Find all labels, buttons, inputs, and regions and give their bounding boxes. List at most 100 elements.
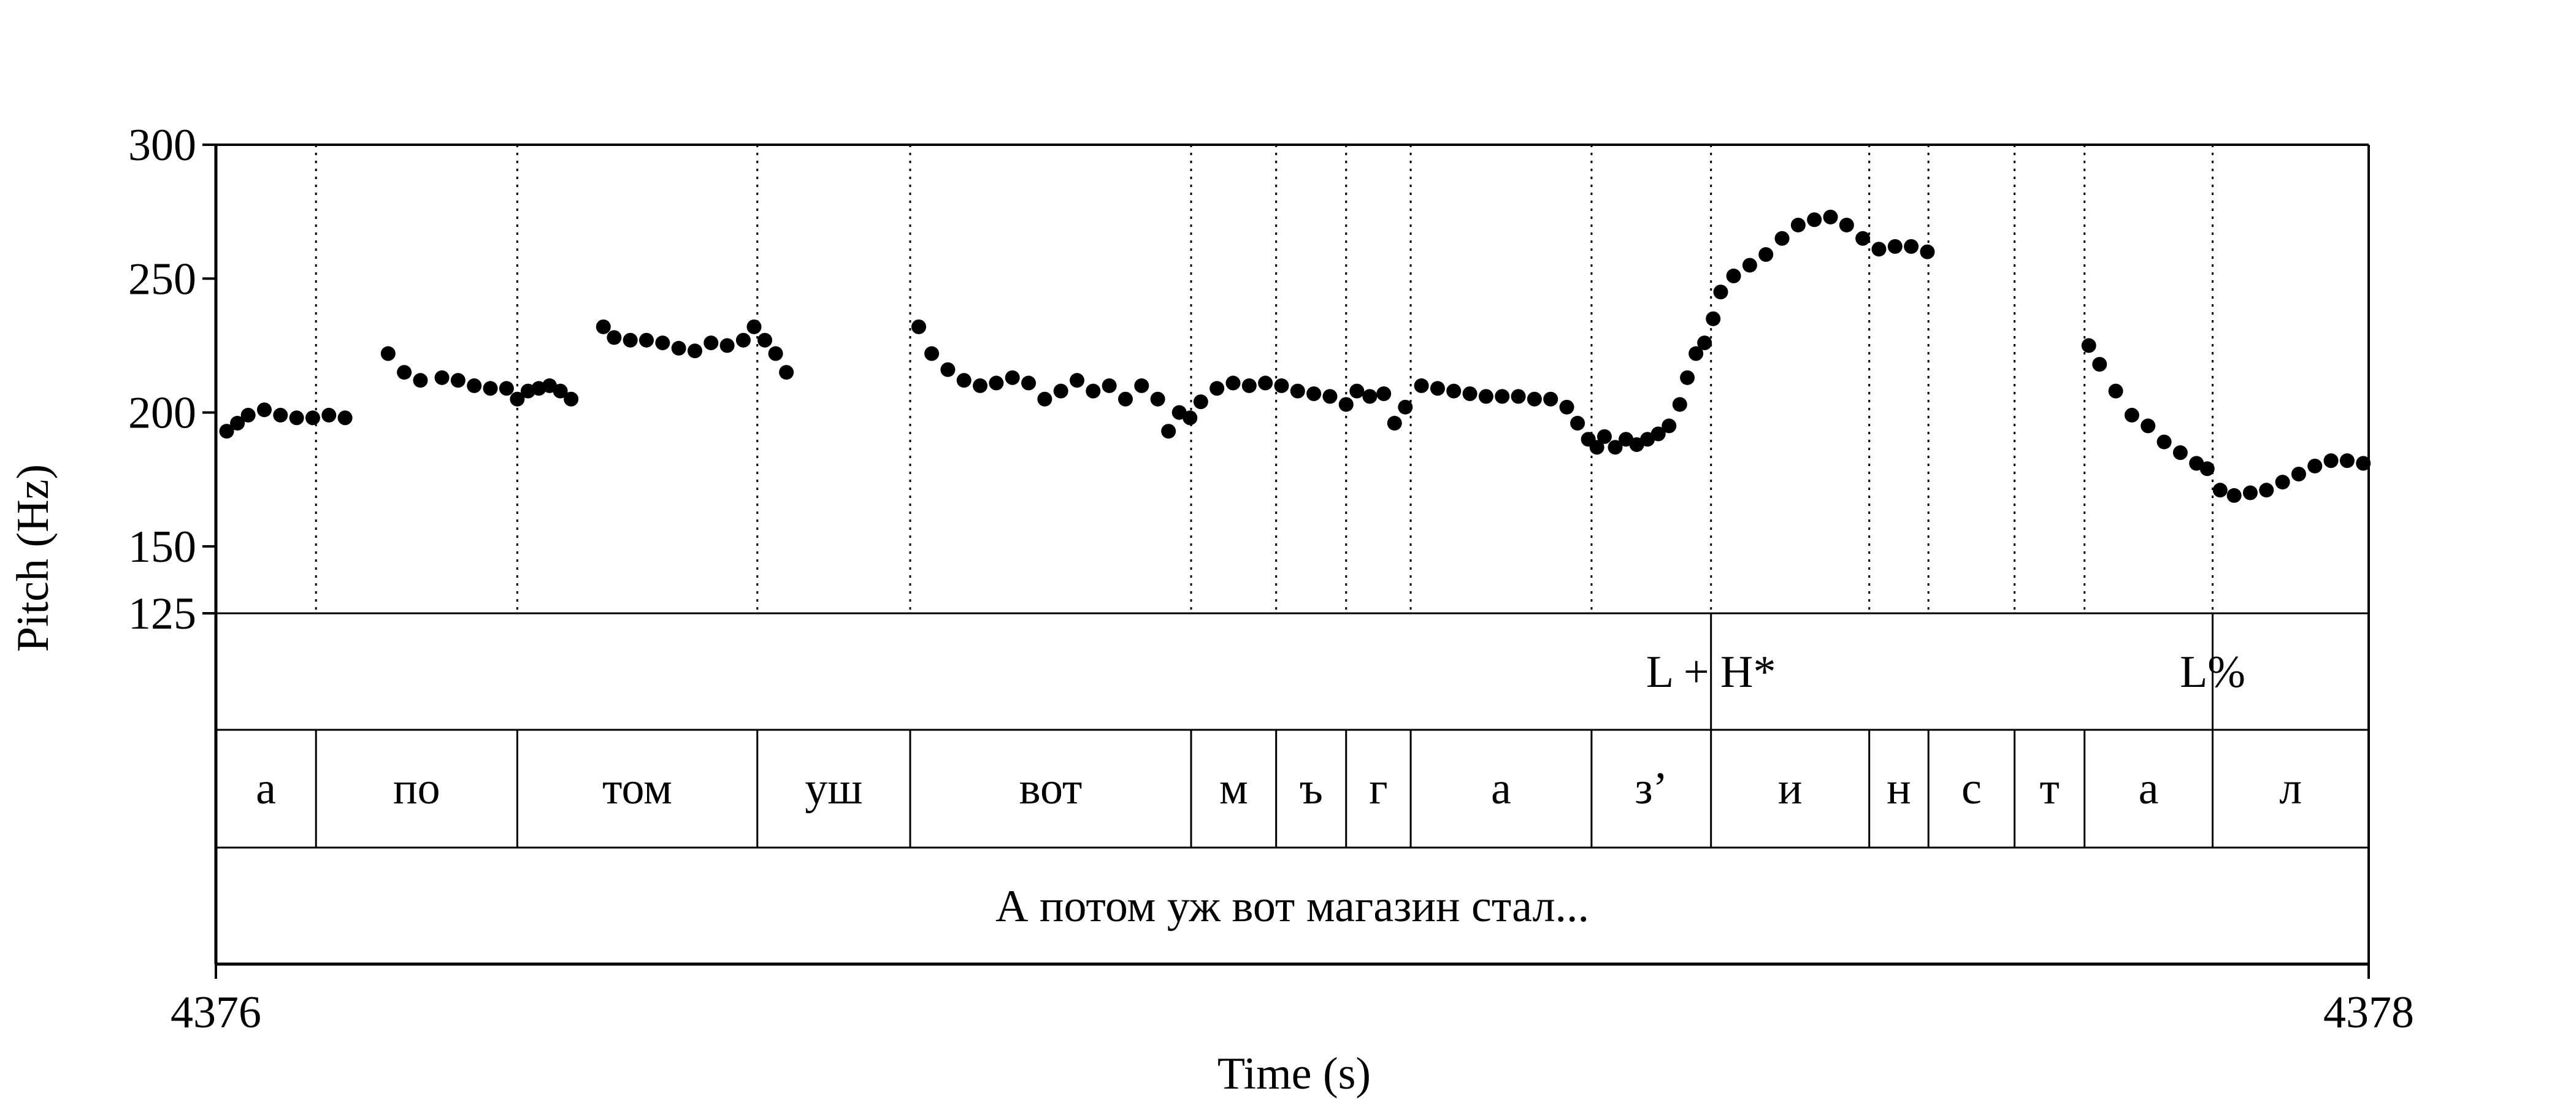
pitch-point xyxy=(1742,258,1757,273)
pitch-point xyxy=(380,346,396,361)
pitch-point xyxy=(1193,394,1208,410)
y-tick-label: 125 xyxy=(128,589,196,639)
pitch-point xyxy=(1362,389,1378,404)
pitch-point xyxy=(1672,397,1687,412)
pitch-point xyxy=(2108,383,2123,399)
pitch-point xyxy=(499,381,514,396)
pitch-point xyxy=(1570,416,1585,431)
segment-label: з’ xyxy=(1635,764,1668,814)
pitch-point xyxy=(924,346,940,361)
pitch-point xyxy=(273,407,288,423)
pitch-point xyxy=(1887,239,1903,254)
pitch-point xyxy=(2081,338,2096,353)
pitch-point xyxy=(2124,407,2139,423)
pitch-point xyxy=(1021,375,1037,391)
pitch-point xyxy=(434,370,450,385)
pitch-point xyxy=(687,343,702,359)
pitch-point xyxy=(1807,212,1822,228)
pitch-point xyxy=(2339,453,2355,469)
pitch-point xyxy=(746,319,762,334)
utterance-label: А потом уж вот магазин стал... xyxy=(995,881,1589,932)
pitch-point xyxy=(911,319,927,334)
pitch-point xyxy=(337,410,353,426)
pitch-point xyxy=(1398,399,1413,415)
pitch-point xyxy=(1446,383,1462,399)
pitch-point xyxy=(1774,231,1790,246)
segment-label: г xyxy=(1369,764,1387,814)
pitch-point xyxy=(1689,346,1704,361)
pitch-point xyxy=(1608,440,1623,455)
pitch-point xyxy=(2199,461,2215,477)
pitch-point xyxy=(1150,391,1165,407)
pitch-point xyxy=(1823,209,1838,224)
pitch-point xyxy=(768,346,783,361)
pitch-point xyxy=(1758,247,1774,262)
y-tick-label: 250 xyxy=(128,254,196,304)
pitch-point xyxy=(2212,483,2228,498)
pitch-point xyxy=(1662,418,1677,434)
pitch-point xyxy=(2323,453,2339,469)
pitch-point xyxy=(553,383,568,399)
pitch-point xyxy=(1839,217,1854,232)
y-tick-label: 200 xyxy=(128,388,196,439)
pitch-point xyxy=(1037,391,1052,407)
y-tick-label: 300 xyxy=(128,120,196,170)
pitch-point xyxy=(564,391,579,407)
segment-label: а xyxy=(256,764,276,814)
pitch-point xyxy=(1376,386,1392,402)
pitch-point xyxy=(230,416,245,431)
tone-label: L% xyxy=(2180,647,2245,697)
x-axis-label: Time (s) xyxy=(1217,1049,1371,1099)
pitch-point xyxy=(510,391,525,407)
pitch-point xyxy=(956,373,972,388)
y-tick-label: 150 xyxy=(128,522,196,572)
segment-label: по xyxy=(393,764,440,814)
pitch-point xyxy=(2141,418,2156,434)
pitch-point xyxy=(623,332,638,348)
segment-label: т xyxy=(2039,764,2059,814)
pitch-point xyxy=(1086,383,1101,399)
pitch-point xyxy=(2275,475,2290,490)
pitch-point xyxy=(1258,375,1273,391)
segment-label: а xyxy=(2139,764,2159,814)
pitch-point xyxy=(1225,375,1241,391)
pitch-point xyxy=(1306,386,1322,402)
pitch-point xyxy=(1322,389,1338,404)
pitch-point xyxy=(2172,445,2188,461)
pitch-point xyxy=(1241,378,1257,393)
pitch-point xyxy=(973,378,988,393)
pitch-point xyxy=(397,365,412,380)
pitch-point xyxy=(1855,231,1871,246)
segment-label: л xyxy=(2279,764,2302,814)
pitch-point xyxy=(735,332,751,348)
x-tick-label: 4376 xyxy=(171,987,261,1038)
pitch-point xyxy=(1871,242,1887,257)
pitch-point xyxy=(467,378,482,393)
pitch-point xyxy=(1726,268,1741,283)
pitch-point xyxy=(1706,311,1721,326)
pitch-point xyxy=(1290,383,1305,399)
pitch-point xyxy=(450,373,466,388)
pitch-point xyxy=(639,332,654,348)
pitch-point xyxy=(940,362,956,377)
segment-label: м xyxy=(1219,764,1248,814)
pitch-point xyxy=(2092,356,2107,372)
pitch-point xyxy=(607,330,622,345)
pitch-point xyxy=(305,410,320,426)
pitch-point xyxy=(1680,370,1695,385)
pitch-point xyxy=(2356,456,2371,471)
pitch-point xyxy=(1713,285,1728,300)
axes: 300 250 200 150 125 4376 4378 xyxy=(128,120,2414,1038)
pitch-point xyxy=(2259,483,2274,498)
pitch-point xyxy=(1589,440,1604,455)
pitch-point xyxy=(1338,397,1354,412)
pitch-point xyxy=(1134,378,1149,393)
pitch-point xyxy=(1005,370,1020,385)
pitch-point xyxy=(1597,429,1612,444)
pitch-point xyxy=(596,319,611,334)
pitch-point xyxy=(757,332,773,348)
pitch-point xyxy=(2307,458,2323,473)
pitch-point xyxy=(1349,383,1365,399)
pitch-point xyxy=(1527,391,1542,407)
x-tick-label: 4378 xyxy=(2323,987,2414,1038)
